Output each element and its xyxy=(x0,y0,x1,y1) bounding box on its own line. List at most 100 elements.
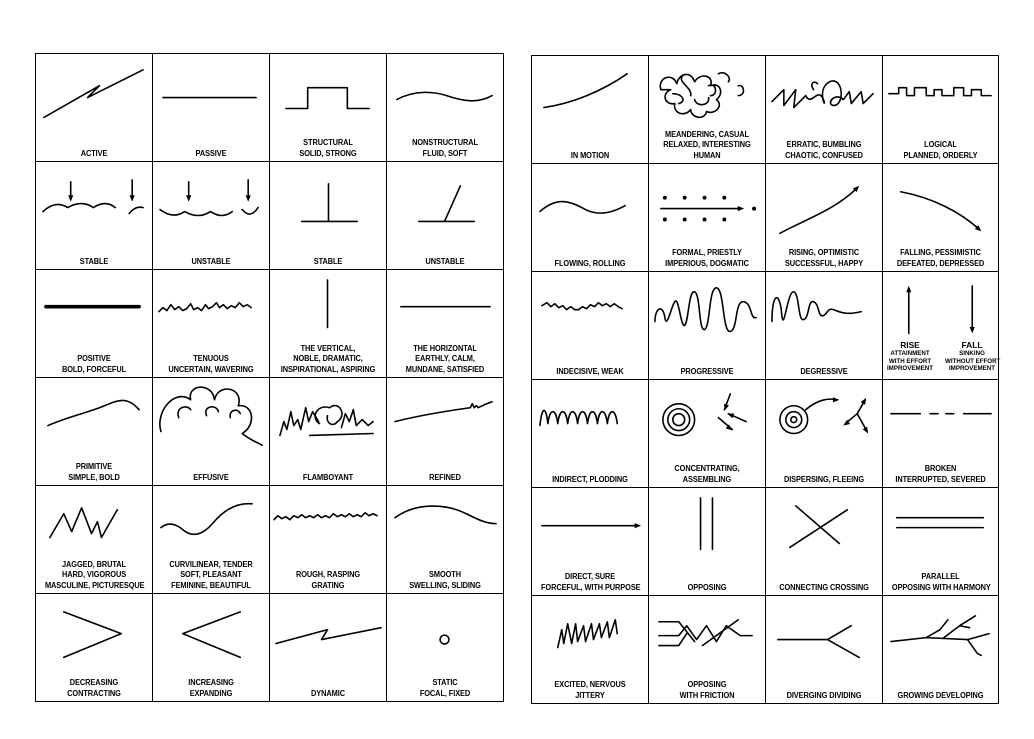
fall-subtext: SINKING xyxy=(959,350,985,357)
caption-line: CHAOTIC, CONFUSED xyxy=(785,149,863,160)
left-line-drawing xyxy=(159,386,263,447)
right-line-drawing xyxy=(771,291,862,323)
left-line-drawing xyxy=(62,611,123,659)
left-cell: NONSTRUCTURAL FLUID, SOFT xyxy=(387,54,504,162)
caption-line: SMOOTH xyxy=(429,569,461,579)
right-caption: INDIRECT, PLODDING xyxy=(541,474,639,485)
left-caption: EFFUSIVE xyxy=(162,472,260,483)
caption-line: FLUID, SOFT xyxy=(422,147,468,158)
right-cell: DISPERSING, FLEEING xyxy=(766,380,883,488)
right-line-drawing xyxy=(890,615,990,657)
left-line-drawing xyxy=(181,611,242,659)
left-cell: SMOOTH SWELLING, SLIDING xyxy=(387,486,504,594)
right-caption: MEANDERING, CASUAL RELAXED, INTERESTING HU… xyxy=(658,129,756,161)
right-caption: BROKEN INTERRUPTED, SEVERED xyxy=(892,463,989,484)
left-cell: POSITIVE BOLD, FORCEFUL xyxy=(36,270,153,378)
left-cell: UNSTABLE xyxy=(387,162,504,270)
left-cell: UNSTABLE xyxy=(153,162,270,270)
right-line-drawing xyxy=(771,80,874,109)
caption-line: INCREASING xyxy=(188,677,234,687)
right-line-drawing xyxy=(777,624,860,659)
caption-line: JAGGED, BRUTAL xyxy=(62,558,126,569)
left-cell: STABLE xyxy=(36,162,153,270)
right-caption: EXCITED, NERVOUS JITTERY xyxy=(541,679,639,700)
right-caption: RISING, OPTIMISTIC SUCCESSFUL, HAPPY xyxy=(775,247,873,268)
rise-subtext: WITH EFFORT xyxy=(888,357,932,365)
right-cell: OPPOSING xyxy=(649,488,766,596)
caption-line: SUCCESSFUL, HAPPY xyxy=(784,257,864,268)
caption-line: ACTIVE xyxy=(80,147,108,158)
caption-line: MEANDERING, CASUAL xyxy=(665,128,749,139)
caption-line: PRIMITIVE xyxy=(75,461,113,471)
right-line-drawing xyxy=(660,195,757,222)
right-caption: INDECISIVE, WEAK xyxy=(541,366,639,377)
caption-line: IN MOTION xyxy=(570,149,610,160)
left-cell: FLAMBOYANT xyxy=(270,378,387,486)
left-caption: STRUCTURAL SOLID, STRONG xyxy=(279,137,377,158)
left-caption: ACTIVE xyxy=(45,148,143,159)
caption-line: EFFUSIVE xyxy=(193,471,229,482)
caption-line: STABLE xyxy=(79,255,109,266)
right-line-drawing xyxy=(659,72,745,119)
left-caption: UNSTABLE xyxy=(396,256,494,267)
right-cell: IN MOTION xyxy=(532,56,649,164)
caption-line: UNSTABLE xyxy=(425,255,465,266)
right-cell: RISE ATTAINMENT WITH EFFORT IMPROVEMENT FALL… xyxy=(883,272,1001,380)
caption-line: STATIC xyxy=(432,677,458,687)
left-caption: STABLE xyxy=(45,256,143,267)
right-cell: MEANDERING, CASUAL RELAXED, INTERESTING HU… xyxy=(649,56,766,164)
right-line-drawing xyxy=(789,505,849,549)
right-caption: CONCENTRATING, ASSEMBLING xyxy=(658,463,756,484)
left-line-drawing xyxy=(162,96,257,99)
caption-line: FLOWING, ROLLING xyxy=(554,257,626,268)
caption-line: UNCERTAIN, WAVERING xyxy=(168,363,254,374)
left-line-drawing xyxy=(279,404,374,437)
caption-line: DIRECT, SURE xyxy=(564,571,616,581)
fall-label: FALL SINKING WITHOUT EFFORT IMPROVEMENT xyxy=(945,340,1001,373)
caption-line: NONSTRUCTURAL xyxy=(412,137,478,147)
left-line-drawing xyxy=(417,184,476,223)
caption-line: DISPERSING, FLEEING xyxy=(783,473,865,484)
left-line-drawing xyxy=(43,69,144,119)
right-cell: DIRECT, SURE FORCEFUL, WITH PURPOSE xyxy=(532,488,649,596)
rise-fall-arrows xyxy=(906,285,975,335)
right-cell: ERRATIC, BUMBLING CHAOTIC, CONFUSED xyxy=(766,56,883,164)
caption-line: ROUGH, RASPING xyxy=(295,569,361,579)
right-cell: FLOWING, ROLLING xyxy=(532,164,649,272)
left-caption: SMOOTH SWELLING, SLIDING xyxy=(396,569,494,590)
caption-line: WITH FRICTION xyxy=(679,689,735,700)
right-line-drawing xyxy=(888,86,992,97)
right-line-drawing xyxy=(662,393,747,437)
caption-line: RELAXED, INTERESTING xyxy=(663,139,751,149)
left-line-drawing xyxy=(285,86,370,110)
caption-line: DIVERGING DIVIDING xyxy=(786,689,862,700)
caption-line: HARD, VIGOROUS xyxy=(61,569,127,579)
caption-line: ERRATIC, BUMBLING xyxy=(786,139,862,149)
caption-line: BOLD, FORCEFUL xyxy=(61,363,127,374)
right-caption: PARALLEL OPPOSING WITH HARMONY xyxy=(892,571,991,592)
left-line-drawing xyxy=(47,399,140,427)
caption-line: IMPERIOUS, DOGMATIC xyxy=(665,257,749,268)
left-caption: POSITIVE BOLD, FORCEFUL xyxy=(45,353,143,374)
left-caption: PRIMITIVE SIMPLE, BOLD xyxy=(45,461,143,482)
left-line-drawing xyxy=(396,91,493,102)
caption-line: OPPOSING xyxy=(687,679,727,689)
left-line-drawing xyxy=(159,179,259,217)
caption-line: FORMAL, PRIESTLY xyxy=(672,247,742,257)
right-cell: LOGICAL PLANNED, ORDERLY xyxy=(883,56,999,164)
fall-subtext: WITHOUT EFFORT xyxy=(945,357,1001,365)
right-cell: DEGRESSIVE xyxy=(766,272,883,380)
caption-line: PASSIVE xyxy=(195,147,227,158)
right-cell: DIVERGING DIVIDING xyxy=(766,596,883,704)
caption-line: INSPIRATIONAL, ASPIRING xyxy=(280,363,376,374)
caption-line: OPPOSING xyxy=(687,581,727,592)
caption-line: EARTHLY, CALM, xyxy=(415,353,475,363)
caption-line: EXCITED, NERVOUS xyxy=(554,679,626,689)
caption-line: ASSEMBLING xyxy=(682,473,732,484)
right-line-drawing xyxy=(779,185,860,235)
caption-line: INDIRECT, PLODDING xyxy=(552,473,628,484)
caption-line: SOLID, STRONG xyxy=(299,147,357,158)
left-line-drawing xyxy=(300,183,359,223)
left-cell: ROUGH, RASPING GRATING xyxy=(270,486,387,594)
caption-line: PLANNED, ORDERLY xyxy=(903,149,978,160)
